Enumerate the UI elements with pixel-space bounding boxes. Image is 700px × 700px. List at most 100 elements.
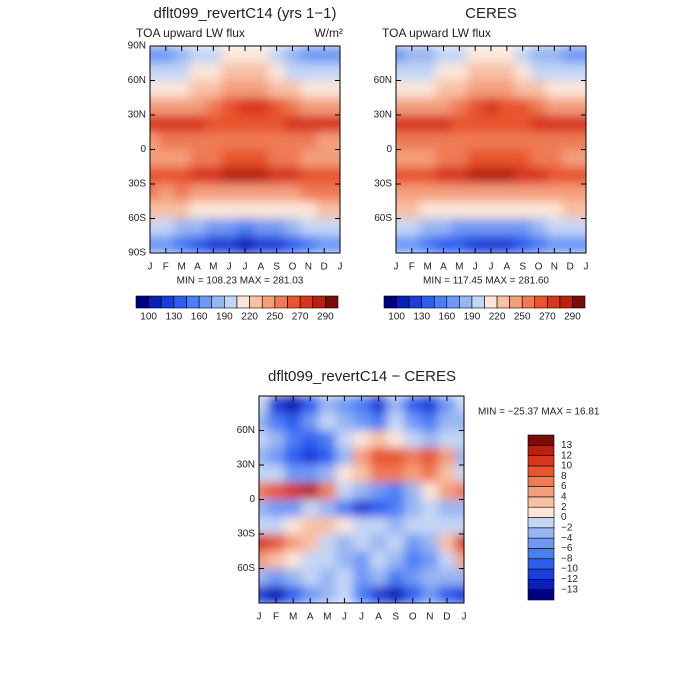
colorbar-box xyxy=(527,496,555,508)
cell xyxy=(259,585,269,603)
cell xyxy=(268,235,286,253)
cell xyxy=(301,430,320,449)
colorbar-label: −6 xyxy=(561,543,573,554)
cell xyxy=(316,80,333,99)
cell xyxy=(335,534,354,552)
x-tick-label: S xyxy=(392,612,399,623)
cell xyxy=(438,516,456,535)
cell xyxy=(578,184,586,202)
cell xyxy=(562,97,579,116)
cell xyxy=(284,166,301,185)
cell xyxy=(267,516,286,535)
cell xyxy=(467,115,484,133)
cell xyxy=(370,413,388,431)
cell xyxy=(259,499,269,518)
cell xyxy=(301,465,320,483)
cell xyxy=(419,97,437,116)
cell xyxy=(267,413,286,431)
cell xyxy=(157,97,175,116)
cell xyxy=(189,132,206,150)
cell xyxy=(335,447,354,466)
cell xyxy=(300,166,317,185)
x-tick-label: M xyxy=(289,612,297,623)
cell xyxy=(455,499,464,518)
cell xyxy=(316,97,333,116)
cell xyxy=(483,80,500,99)
cell xyxy=(467,235,484,253)
y-tick-label: 60S xyxy=(374,213,392,224)
x-tick-label: J xyxy=(473,262,478,273)
cell xyxy=(268,166,286,185)
cell xyxy=(421,551,439,569)
cell xyxy=(421,499,439,518)
cell xyxy=(332,149,340,168)
cell xyxy=(404,413,422,431)
x-tick-label: D xyxy=(321,262,328,273)
cell xyxy=(259,482,269,500)
cell xyxy=(268,149,286,168)
cell xyxy=(300,97,317,116)
colorbar-box xyxy=(408,295,422,309)
cell xyxy=(173,115,191,133)
cell xyxy=(316,132,333,150)
cell xyxy=(396,115,405,133)
cell xyxy=(150,218,159,237)
cell xyxy=(403,201,421,219)
cell xyxy=(352,585,371,603)
cell xyxy=(335,482,354,500)
cell xyxy=(451,63,468,81)
cell xyxy=(370,551,388,569)
colorbar-label: 12 xyxy=(561,450,573,461)
cell xyxy=(318,534,337,552)
cell xyxy=(173,97,191,116)
cell xyxy=(318,430,337,449)
cell xyxy=(318,568,337,587)
cell xyxy=(483,115,500,133)
cell xyxy=(435,218,452,237)
x-tick-label: F xyxy=(409,262,415,273)
colorbar-label: −8 xyxy=(561,553,573,564)
cell xyxy=(252,235,270,253)
cell xyxy=(300,63,317,81)
cell xyxy=(173,46,191,64)
cell xyxy=(455,568,464,587)
colorbar-box xyxy=(527,455,555,467)
cell xyxy=(562,132,579,150)
cell xyxy=(252,132,270,150)
chart-title: dflt099_revertC14 − CERES xyxy=(268,368,456,385)
cell xyxy=(387,499,405,518)
cell xyxy=(237,235,254,253)
cell xyxy=(221,218,238,237)
cell xyxy=(268,80,286,99)
colorbar-label: 160 xyxy=(191,312,208,323)
cell xyxy=(150,80,159,99)
colorbar-box xyxy=(249,295,263,309)
colorbar-label: 220 xyxy=(489,312,506,323)
cell xyxy=(514,80,532,99)
y-tick-label: 60N xyxy=(374,75,392,86)
cell xyxy=(284,184,301,202)
cell xyxy=(396,149,405,168)
colorbar-box xyxy=(160,295,175,309)
cell xyxy=(438,551,456,569)
cell xyxy=(267,396,286,414)
cell xyxy=(335,413,354,431)
field-clip xyxy=(150,46,340,253)
cell xyxy=(438,499,456,518)
cell xyxy=(546,218,563,237)
cell xyxy=(421,482,439,500)
cell xyxy=(483,132,500,150)
cell xyxy=(435,235,452,253)
colorbar-box xyxy=(527,548,555,560)
colorbar-label: 190 xyxy=(464,312,481,323)
colorbar-label: 220 xyxy=(241,312,258,323)
cell xyxy=(352,447,371,466)
cell xyxy=(189,201,206,219)
cell xyxy=(252,166,270,185)
cell xyxy=(370,465,388,483)
subtitle: TOA upward LW flux xyxy=(136,26,245,40)
cell xyxy=(419,132,437,150)
cell xyxy=(483,46,500,64)
cell xyxy=(404,568,422,587)
